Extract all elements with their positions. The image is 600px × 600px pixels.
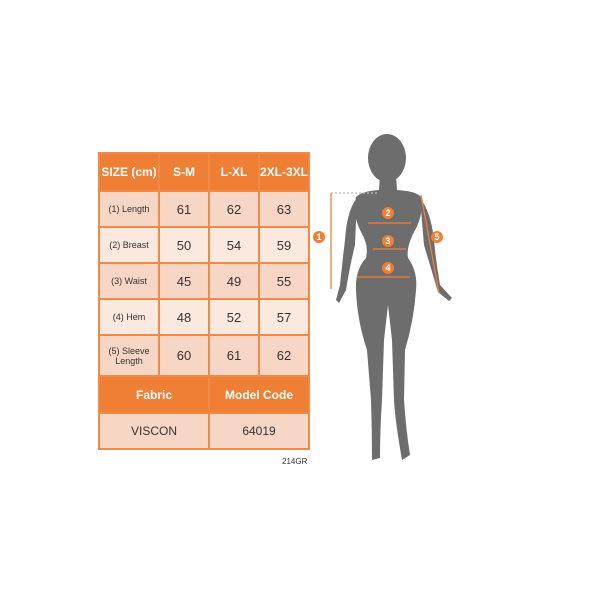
fabric-value: VISCON (98, 412, 210, 450)
header-cell: L-XL (208, 152, 260, 192)
cell: 48 (158, 298, 210, 336)
marker-2: 2 (385, 208, 390, 218)
marker-1: 1 (316, 232, 321, 242)
table-row: (2) Breast 50 54 59 (98, 226, 310, 264)
cell: 62 (258, 334, 310, 377)
cell: 54 (208, 226, 260, 264)
cell: 55 (258, 262, 310, 300)
table-row: (5) Sleeve Length 60 61 62 (98, 334, 310, 377)
table-row: (1) Length 61 62 63 (98, 190, 310, 228)
silhouette (336, 134, 452, 460)
measure-arrows (330, 192, 440, 294)
row-label: (4) Hem (98, 298, 160, 336)
size-chart-table: SIZE (cm) S-M L-XL 2XL-3XL (1) Length 61… (98, 152, 310, 450)
cell: 59 (258, 226, 310, 264)
cell: 61 (158, 190, 210, 228)
marker-5: 5 (434, 232, 439, 242)
footer-header-row: Fabric Model Code (98, 375, 310, 414)
row-label: (3) Waist (98, 262, 160, 300)
marker-badges (313, 207, 443, 274)
product-code: 214GR (282, 457, 308, 466)
header-cell: S-M (158, 152, 210, 192)
cell: 60 (158, 334, 210, 377)
fabric-header: Fabric (98, 375, 210, 414)
cell: 49 (208, 262, 260, 300)
marker-3: 3 (385, 236, 390, 246)
table-row: (4) Hem 48 52 57 (98, 298, 310, 336)
cell: 63 (258, 190, 310, 228)
header-cell: SIZE (cm) (98, 152, 160, 192)
table-row: (3) Waist 45 49 55 (98, 262, 310, 300)
model-code-value: 64019 (208, 412, 310, 450)
model-code-header: Model Code (208, 375, 310, 414)
row-label: (5) Sleeve Length (98, 334, 160, 377)
cell: 45 (158, 262, 210, 300)
marker-4: 4 (385, 263, 390, 273)
header-row: SIZE (cm) S-M L-XL 2XL-3XL (98, 152, 310, 192)
row-label: (1) Length (98, 190, 160, 228)
footer-row: VISCON 64019 (98, 412, 310, 450)
cell: 50 (158, 226, 210, 264)
cell: 52 (208, 298, 260, 336)
cell: 61 (208, 334, 260, 377)
cell: 57 (258, 298, 310, 336)
cell: 62 (208, 190, 260, 228)
header-cell: 2XL-3XL (258, 152, 310, 192)
row-label: (2) Breast (98, 226, 160, 264)
